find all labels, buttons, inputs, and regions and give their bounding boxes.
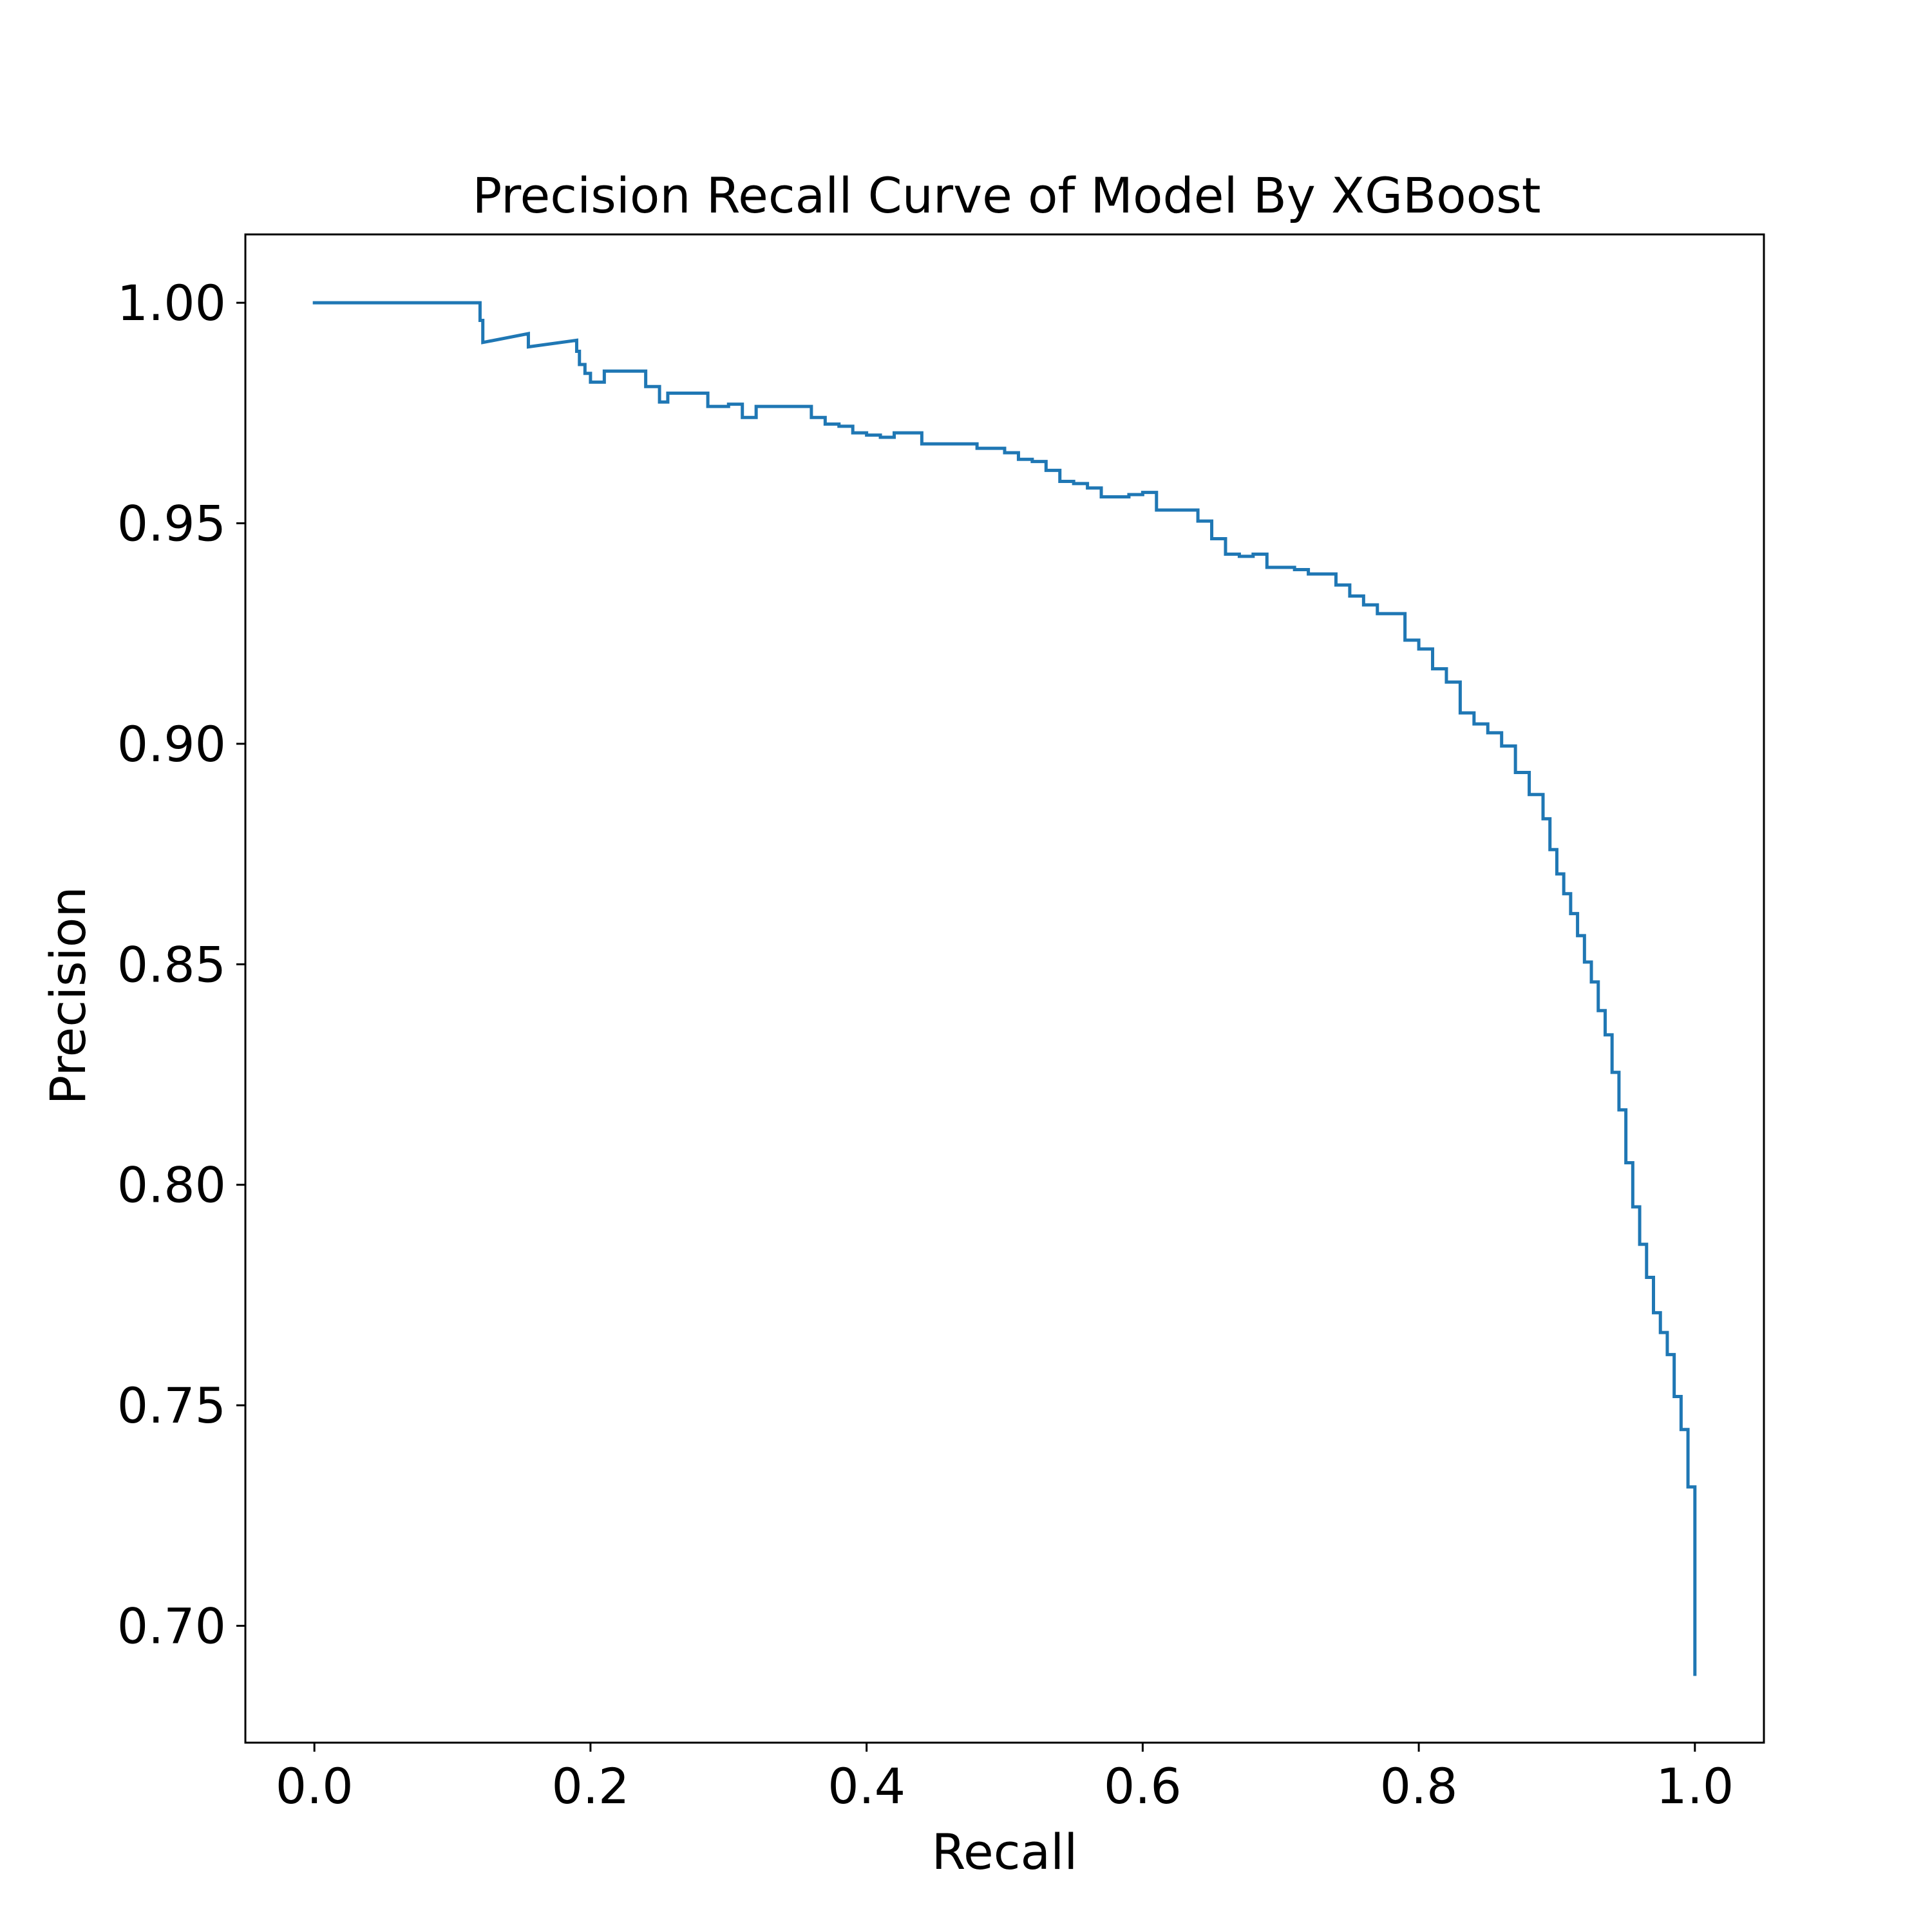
y-axis-label: Precision: [39, 886, 97, 1104]
precision-recall-curve: [312, 301, 1697, 1676]
x-tick-label: 0.2: [551, 1757, 629, 1815]
x-tick-label: 1.0: [1656, 1757, 1734, 1815]
x-tick-label: 0.6: [1104, 1757, 1182, 1815]
x-axis: 0.0 0.2 0.4 0.6 0.8 1.0: [276, 1743, 1734, 1815]
y-axis: 0.70 0.75 0.80 0.85 0.90 0.95 1.00: [117, 274, 245, 1655]
x-tick-label: 0.4: [828, 1757, 905, 1815]
y-tick-label: 0.75: [117, 1377, 226, 1434]
x-tick-label: 0.0: [276, 1757, 354, 1815]
axes-frame: [244, 233, 1765, 1744]
x-tick-label: 0.8: [1380, 1757, 1458, 1815]
y-tick-label: 0.85: [117, 936, 226, 993]
plot-area: [312, 301, 1697, 1676]
y-tick-label: 1.00: [117, 274, 226, 332]
y-tick-label: 0.95: [117, 495, 226, 553]
y-tick-label: 0.70: [117, 1598, 226, 1655]
chart-title: Precision Recall Curve of Model By XGBoo…: [472, 167, 1540, 224]
x-axis-label: Recall: [932, 1823, 1078, 1880]
y-tick-label: 0.90: [117, 715, 226, 773]
y-tick-label: 0.80: [117, 1157, 226, 1214]
